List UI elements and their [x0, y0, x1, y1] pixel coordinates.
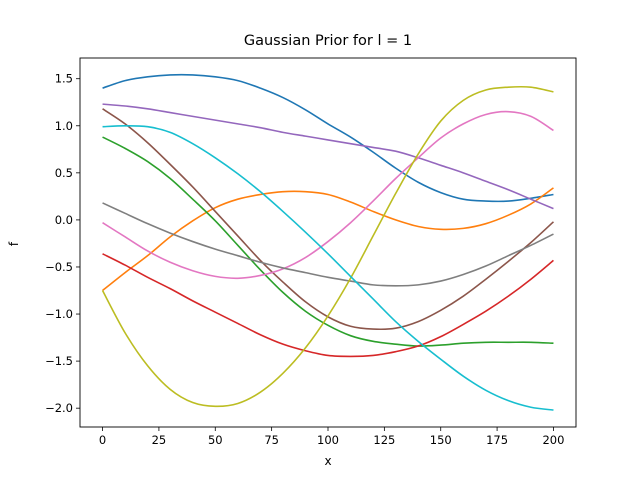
series-line-3: [102, 136, 554, 347]
series-line-4: [102, 253, 554, 358]
series-line-10: [102, 124, 554, 411]
x-tick-label: 125: [373, 433, 395, 447]
y-tick-label: −1.0: [45, 307, 73, 321]
x-tick-label: 200: [542, 433, 564, 447]
series-line-5: [102, 103, 554, 210]
series-line-7: [102, 110, 554, 280]
series-line-9: [101, 85, 554, 408]
chart-title: Gaussian Prior for l = 1: [243, 33, 413, 49]
x-axis: 0 25 50 75 100 125 150 175 200: [99, 427, 564, 447]
x-tick-label: 50: [208, 433, 223, 447]
y-tick-label: −1.5: [45, 354, 73, 368]
x-tick-label: 0: [99, 433, 106, 447]
series-line-8: [102, 202, 554, 287]
x-tick-label: 100: [317, 433, 339, 447]
x-tick-label: 75: [264, 433, 279, 447]
y-tick-label: 0.5: [55, 166, 73, 180]
x-tick-label: 175: [486, 433, 508, 447]
series-line-2: [102, 187, 554, 292]
y-axis-label: f: [7, 241, 21, 247]
y-tick-label: 1.0: [55, 119, 73, 133]
y-tick-label: −0.5: [45, 260, 73, 274]
y-tick-label: 0.0: [55, 213, 73, 227]
x-tick-label: 25: [152, 433, 167, 447]
x-tick-label: 150: [430, 433, 452, 447]
series-line-6: [102, 108, 554, 331]
x-axis-label: x: [324, 454, 332, 468]
y-tick-label: 1.5: [55, 72, 73, 86]
series-layer: [101, 73, 554, 411]
series-line-1: [102, 73, 554, 203]
y-axis: −2.0 −1.5 −1.0 −0.5 0.0 0.5 1.0 1.5: [45, 72, 80, 415]
y-tick-label: −2.0: [45, 401, 73, 415]
